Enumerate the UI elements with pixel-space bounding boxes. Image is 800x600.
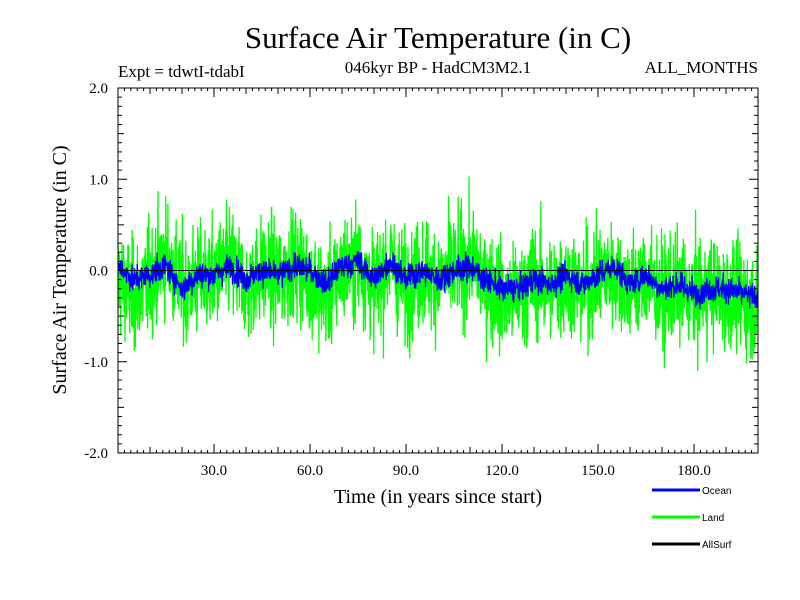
y-axis-label: Surface Air Temperature (in C) [49, 145, 71, 394]
chart-subtitle-right: ALL_MONTHS [645, 58, 758, 77]
chart-subtitle-center: 046kyr BP - HadCM3M2.1 [345, 58, 531, 77]
x-tick-label: 90.0 [393, 463, 419, 479]
x-tick-label: 60.0 [297, 463, 323, 479]
legend: Ocean Land AllSurf [652, 486, 732, 551]
y-tick-label: -2.0 [84, 446, 108, 462]
x-tick-label: 180.0 [677, 463, 711, 479]
x-tick-label: 150.0 [581, 463, 615, 479]
x-tick-label: 120.0 [485, 463, 519, 479]
legend-label-ocean: Ocean [702, 486, 731, 497]
y-tick-label: -1.0 [84, 355, 108, 371]
y-tick-label: 0.0 [89, 264, 108, 280]
axes: 30.0 60.0 90.0 120.0 150.0 180.0 -2.0 -1.0 0.0 1.… [84, 81, 759, 479]
ocean-series-line [117, 251, 759, 310]
land-series-line [117, 176, 759, 372]
chart-subtitle-left: Expt = tdwtI-tdabI [118, 62, 245, 81]
legend-label-allsurf: AllSurf [702, 540, 732, 551]
plot-series [117, 176, 759, 372]
x-tick-label: 30.0 [201, 463, 227, 479]
y-tick-label: 2.0 [89, 81, 108, 97]
legend-label-land: Land [702, 513, 724, 524]
chart-title: Surface Air Temperature (in C) [245, 20, 631, 55]
y-tick-label: 1.0 [89, 172, 108, 188]
x-axis-label: Time (in years since start) [334, 486, 542, 508]
